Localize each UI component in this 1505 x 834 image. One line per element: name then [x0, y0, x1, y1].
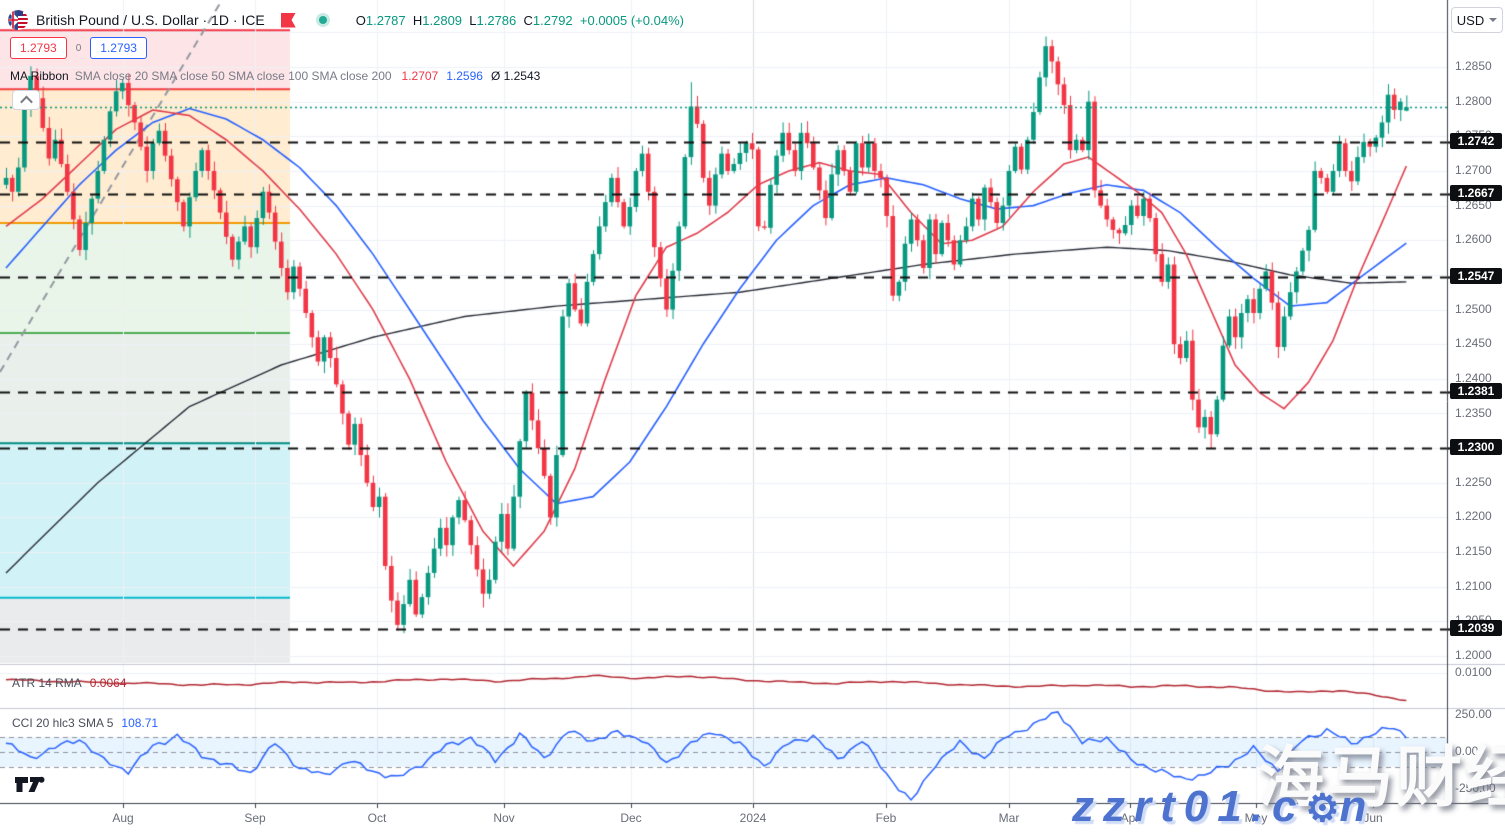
month-label-dec[interactable]: Dec	[620, 811, 642, 825]
price-tick[interactable]: 1.2000	[1455, 648, 1492, 663]
ma50-value: 1.2596	[446, 69, 483, 83]
cci-title: CCI 20 hlc3 SMA 5	[12, 716, 114, 730]
symbol-header: British Pound / U.S. Dollar · 1D · ICE O…	[8, 10, 684, 30]
price-tick[interactable]: 1.2450	[1455, 336, 1492, 351]
month-label-jun[interactable]: Jun	[1363, 811, 1383, 825]
price-tick[interactable]: 1.2100	[1455, 578, 1492, 593]
chevron-down-icon	[1489, 18, 1498, 22]
sell-price-box[interactable]: 1.2793	[10, 37, 67, 59]
ma-ribbon-params: SMA close 20 SMA close 50 SMA close 100 …	[74, 69, 392, 83]
market-status-icon[interactable]	[315, 13, 330, 27]
price-tick[interactable]: 1.2650	[1455, 197, 1492, 212]
cci-axis-tick[interactable]: 0.00	[1455, 744, 1479, 758]
symbol-title[interactable]: British Pound / U.S. Dollar · 1D · ICE	[36, 12, 265, 28]
month-label-oct[interactable]: Oct	[367, 811, 387, 825]
atr-value: 0.0064	[89, 676, 127, 690]
price-tick[interactable]: 1.2350	[1455, 405, 1492, 420]
month-label-apr[interactable]: Apr	[1120, 811, 1140, 825]
collapse-panel-button[interactable]	[12, 90, 40, 110]
ma-ribbon-title: MA Ribbon	[10, 69, 69, 83]
ohlc-values: O1.2787 H1.2809 L1.2786 C1.2792 +0.0005 …	[355, 12, 684, 28]
month-label-may[interactable]: May	[1244, 811, 1268, 825]
price-alert-row: 1.2793 0 1.2793	[10, 37, 147, 59]
price-tick[interactable]: 1.2400	[1455, 370, 1492, 385]
month-label-nov[interactable]: Nov	[493, 811, 515, 825]
level-price-badge[interactable]: 1.2667	[1450, 184, 1502, 201]
cci-axis-tick[interactable]: 250.00	[1455, 707, 1492, 722]
ma-ribbon-legend[interactable]: MA Ribbon SMA close 20 SMA close 50 SMA c…	[10, 69, 540, 83]
level-price-badge[interactable]: 1.2742	[1450, 132, 1502, 149]
price-tick[interactable]: 1.2600	[1455, 232, 1492, 247]
atr-title: ATR 14 RMA	[12, 676, 82, 690]
price-tick[interactable]: 1.2800	[1455, 93, 1492, 108]
currency-label: USD	[1456, 12, 1485, 28]
month-label-mar[interactable]: Mar	[998, 811, 1020, 825]
price-tick[interactable]: 1.2500	[1455, 301, 1492, 316]
price-tick[interactable]: 1.2200	[1455, 509, 1492, 524]
cci-axis-tick[interactable]: -250.00	[1455, 780, 1496, 795]
price-tick[interactable]: 1.2850	[1455, 59, 1492, 73]
tradingview-logo[interactable]	[14, 775, 48, 798]
cci-value: 108.71	[121, 716, 159, 730]
price-tick[interactable]: 1.2250	[1455, 474, 1492, 489]
chevron-up-icon	[19, 95, 33, 108]
atr-axis-tick[interactable]: 0.0100	[1455, 665, 1492, 679]
currency-selector[interactable]: USD	[1451, 7, 1503, 33]
cci-legend[interactable]: CCI 20 hlc3 SMA 5 108.71	[12, 716, 158, 730]
month-label-sep[interactable]: Sep	[244, 811, 266, 825]
change-value: +0.0005 (+0.04%)	[579, 12, 684, 28]
price-tick[interactable]: 1.2700	[1455, 162, 1492, 177]
month-label-2024[interactable]: 2024	[739, 811, 767, 825]
level-price-badge[interactable]: 1.2547	[1450, 267, 1502, 284]
price-tick[interactable]: 1.2150	[1455, 544, 1492, 559]
level-price-badge[interactable]: 1.2300	[1450, 439, 1502, 456]
month-label-feb[interactable]: Feb	[875, 811, 897, 825]
spread-value: 0	[75, 42, 82, 54]
month-label-aug[interactable]: Aug	[112, 811, 134, 825]
level-price-badge[interactable]: 1.2039	[1450, 620, 1502, 637]
ma-average-value: Ø 1.2543	[490, 69, 541, 83]
atr-legend[interactable]: ATR 14 RMA 0.0064	[12, 676, 127, 690]
gbpusd-flag-icon	[8, 10, 28, 30]
buy-price-box[interactable]: 1.2793	[90, 37, 147, 59]
level-price-badge[interactable]: 1.2381	[1450, 383, 1502, 400]
ma20-value: 1.2707	[401, 69, 439, 83]
red-flag-icon[interactable]	[280, 12, 296, 28]
